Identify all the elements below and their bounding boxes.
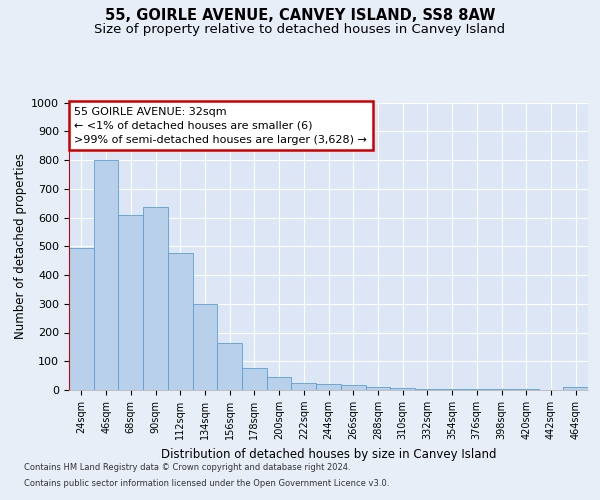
- Text: 55 GOIRLE AVENUE: 32sqm
← <1% of detached houses are smaller (6)
>99% of semi-de: 55 GOIRLE AVENUE: 32sqm ← <1% of detache…: [74, 107, 367, 145]
- Bar: [193, 304, 217, 390]
- Bar: [242, 368, 267, 390]
- Bar: [292, 383, 316, 390]
- Bar: [365, 386, 390, 390]
- Bar: [168, 254, 193, 390]
- Text: Contains public sector information licensed under the Open Government Licence v3: Contains public sector information licen…: [24, 478, 389, 488]
- Bar: [341, 385, 365, 390]
- Bar: [118, 214, 143, 390]
- Bar: [390, 388, 415, 390]
- X-axis label: Distribution of detached houses by size in Canvey Island: Distribution of detached houses by size …: [161, 448, 496, 460]
- Bar: [94, 160, 118, 390]
- Bar: [217, 343, 242, 390]
- Text: Size of property relative to detached houses in Canvey Island: Size of property relative to detached ho…: [94, 22, 506, 36]
- Bar: [464, 389, 489, 390]
- Text: Contains HM Land Registry data © Crown copyright and database right 2024.: Contains HM Land Registry data © Crown c…: [24, 464, 350, 472]
- Bar: [415, 388, 440, 390]
- Bar: [143, 208, 168, 390]
- Bar: [563, 387, 588, 390]
- Text: 55, GOIRLE AVENUE, CANVEY ISLAND, SS8 8AW: 55, GOIRLE AVENUE, CANVEY ISLAND, SS8 8A…: [105, 8, 495, 22]
- Bar: [69, 248, 94, 390]
- Bar: [440, 389, 464, 390]
- Y-axis label: Number of detached properties: Number of detached properties: [14, 153, 27, 340]
- Bar: [267, 377, 292, 390]
- Bar: [316, 384, 341, 390]
